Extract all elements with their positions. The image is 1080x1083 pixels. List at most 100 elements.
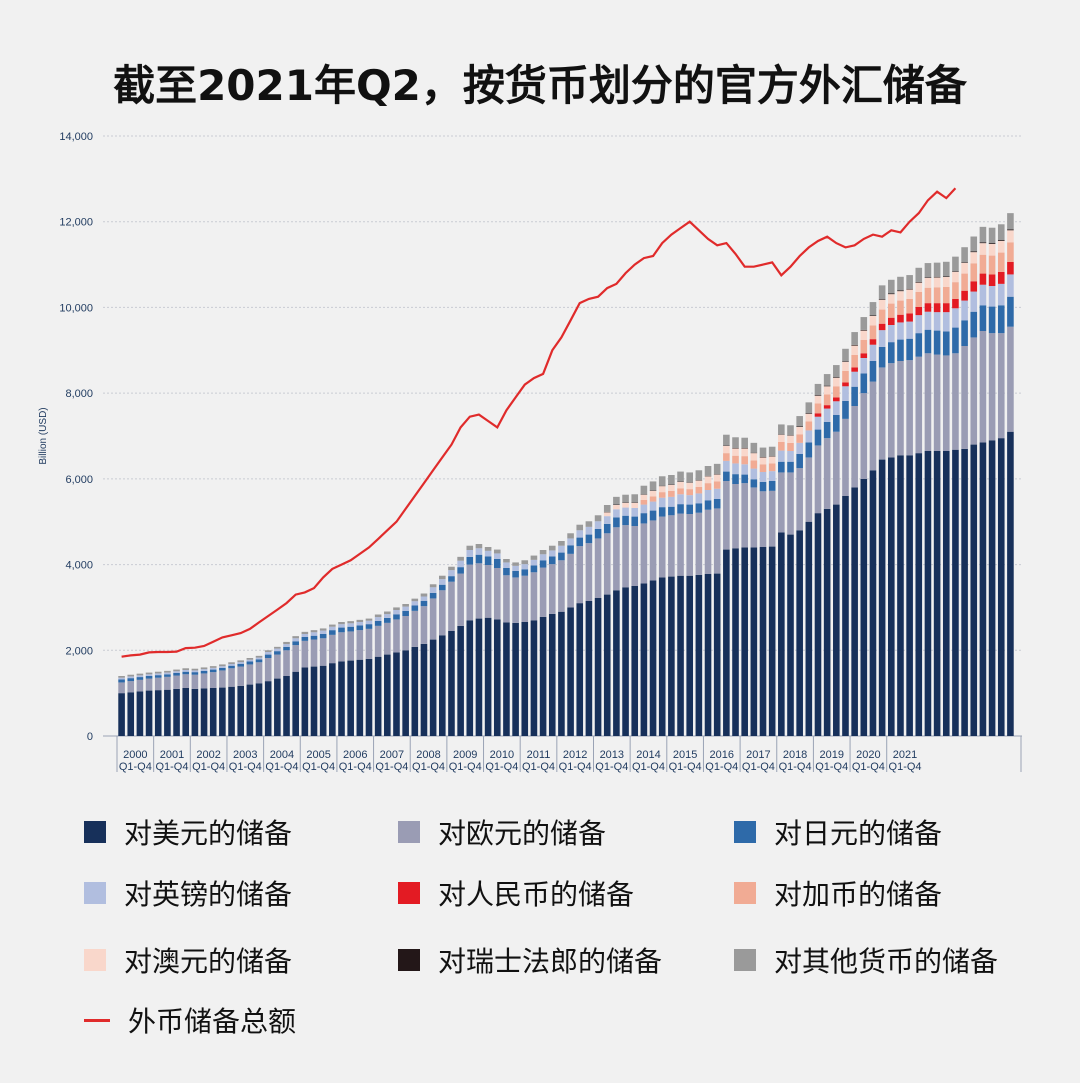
bar-segment (750, 479, 758, 488)
bar-segment (961, 290, 968, 301)
bar-segment (970, 337, 978, 445)
bar-segment (924, 287, 932, 304)
bar-segment (484, 547, 492, 551)
bar-segment (897, 361, 904, 456)
bar-segment (319, 634, 327, 639)
bar-segment (823, 405, 831, 409)
x-year-label: 2002 (196, 749, 220, 761)
bar-segment (594, 529, 602, 539)
bar-segment (668, 475, 675, 485)
bar-segment (118, 693, 125, 736)
bar-segment (979, 243, 987, 255)
bar-segment (924, 353, 932, 451)
bar-segment (466, 564, 474, 621)
bar-segment (851, 355, 858, 368)
x-quarter-label: Q1-Q4 (302, 761, 335, 773)
legend-swatch (734, 949, 756, 971)
bar-segment (887, 294, 895, 304)
x-quarter-label: Q1-Q4 (192, 761, 225, 773)
bar-segment (897, 455, 904, 736)
bar-segment (548, 564, 556, 614)
legend-swatch (398, 949, 420, 971)
x-year-label: 2005 (306, 749, 330, 761)
bar-segment (429, 587, 437, 593)
bar-segment (897, 291, 904, 301)
bar-segment (658, 577, 666, 736)
x-year-label: 2003 (233, 749, 257, 761)
legend-swatch (398, 882, 420, 904)
bar-segment (814, 395, 822, 396)
bar-segment (329, 626, 336, 631)
bar-segment (264, 681, 272, 736)
bar-segment (347, 626, 354, 632)
bar-segment (145, 678, 153, 691)
bar-segment (842, 382, 849, 387)
bar-segment (842, 418, 849, 496)
legend-gbp: 对英镑的储备 (84, 873, 292, 913)
bar-segment (127, 676, 135, 679)
bar-segment (521, 622, 529, 736)
bar-segment (136, 673, 144, 676)
bar-segment (365, 618, 373, 621)
bar-segment (677, 504, 684, 514)
legend-label: 对欧元的储备 (438, 817, 607, 850)
bar-segment (970, 236, 978, 252)
bar-segment (154, 675, 162, 678)
bar-segment (338, 624, 345, 628)
bar-segment (246, 661, 254, 665)
bar-segment (1007, 431, 1014, 736)
bar-segment (448, 581, 455, 631)
bar-segment (787, 472, 794, 535)
bar-segment (457, 567, 464, 574)
bar-segment (292, 636, 299, 639)
bar-segment (658, 492, 666, 498)
bar-segment (906, 289, 913, 299)
bar-segment (310, 635, 318, 640)
bar-segment (988, 286, 996, 307)
bar-segment (237, 662, 245, 664)
bar-segment (787, 435, 794, 443)
legend-cny: 对人民币的储备 (398, 873, 634, 913)
legend-swatch (84, 882, 106, 904)
bar-segment (906, 455, 913, 736)
bar-segment (833, 377, 840, 378)
y-tick-label: 4,000 (65, 560, 93, 572)
bar-segment (127, 681, 135, 693)
bar-segment (942, 451, 950, 736)
bar-segment (842, 400, 849, 419)
bar-segment (933, 303, 941, 313)
bar-segment (723, 434, 730, 446)
bar-segment (145, 674, 153, 676)
bar-segment (961, 346, 968, 449)
bar-segment (1007, 274, 1014, 297)
bar-segment (301, 634, 309, 637)
bar-segment (539, 560, 547, 568)
bar-segment (915, 333, 923, 357)
bar-segment (732, 474, 739, 484)
x-quarter-label: Q1-Q4 (889, 761, 922, 773)
bar-segment (384, 617, 391, 623)
bar-segment (384, 614, 391, 618)
bar-segment (869, 361, 877, 382)
x-year-label: 2021 (893, 749, 917, 761)
bar-segment (274, 651, 281, 655)
bar-segment (668, 496, 675, 507)
bar-segment (127, 678, 135, 682)
bar-segment (750, 468, 758, 480)
bar-segment (732, 455, 739, 464)
bar-segment (384, 654, 391, 736)
bar-segment (420, 596, 428, 601)
y-tick-label: 0 (87, 731, 93, 743)
legend-total: 外币储备总额 (84, 1000, 296, 1040)
legend-swatch (84, 949, 106, 971)
bar-segment (759, 447, 767, 457)
bar-segment (649, 520, 657, 581)
chart-canvas: 02,0004,0006,0008,00010,00012,00014,000 … (38, 131, 1022, 773)
bar-segment (851, 345, 858, 355)
bar-segment (329, 624, 336, 627)
bar-segment (329, 630, 336, 635)
legend-line-swatch (84, 1018, 110, 1022)
bar-segment (393, 619, 400, 653)
